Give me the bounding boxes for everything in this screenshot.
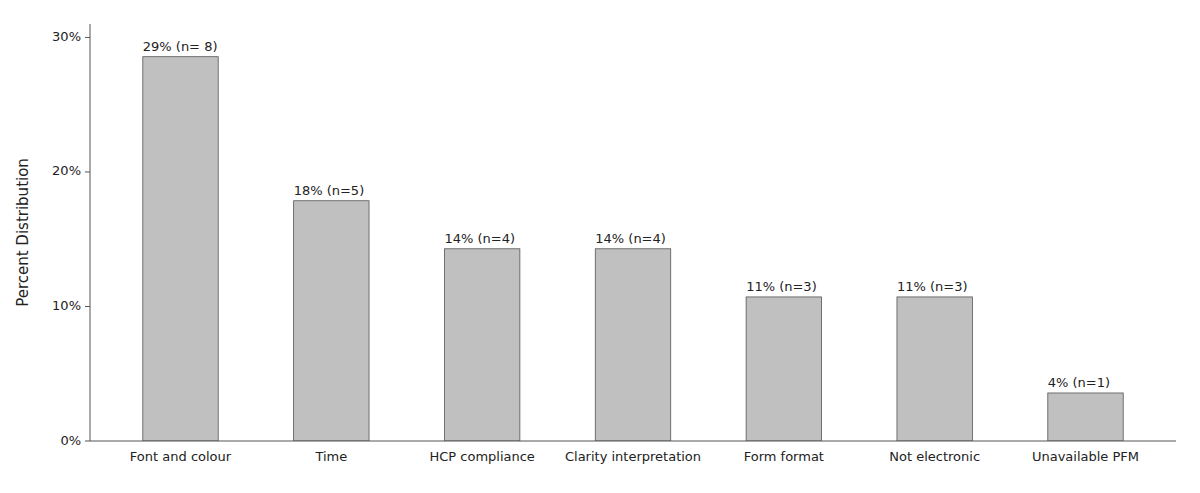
bars [143,57,1123,441]
data-label: 4% (n=1) [1048,375,1110,390]
y-tick [85,441,90,442]
x-tick-label: HCP compliance [429,449,534,464]
data-label: 14% (n=4) [444,231,515,246]
chart-svg: 0% 10% 20% 30% 29% (n= 8) 18% (n=5) 14% (n=4) 1… [0,0,1200,493]
y-axis-label: Percent Distribution [14,158,32,307]
y-tick-label: 0% [60,433,81,448]
y-axis-line [90,24,91,441]
chart-container: 0% 10% 20% 30% 29% (n= 8) 18% (n=5) 14% (n=4) 1… [0,0,1200,493]
bar [294,201,369,441]
x-tick-label: Unavailable PFM [1032,449,1139,464]
data-label: 18% (n=5) [294,183,365,198]
y-tick-label: 20% [52,163,81,178]
x-tick-label: Clarity interpretation [565,449,701,464]
x-tick-label: Font and colour [130,449,232,464]
data-label: 29% (n= 8) [143,39,218,54]
x-tick-label: Time [314,449,347,464]
bar [897,297,972,441]
bar [444,249,519,441]
x-tick-label: Not electronic [889,449,980,464]
data-label: 11% (n=3) [746,279,817,294]
y-tick-label: 10% [52,298,81,313]
bar [1048,393,1123,441]
x-tick-label: Form format [744,449,824,464]
bar [595,249,670,441]
bar [143,57,218,441]
bar [746,297,821,441]
data-label: 11% (n=3) [897,279,968,294]
data-label: 14% (n=4) [595,231,666,246]
y-tick [85,171,90,172]
y-tick [85,37,90,38]
y-tick [85,306,90,307]
x-axis-line [90,441,1176,442]
y-tick-label: 30% [52,29,81,44]
